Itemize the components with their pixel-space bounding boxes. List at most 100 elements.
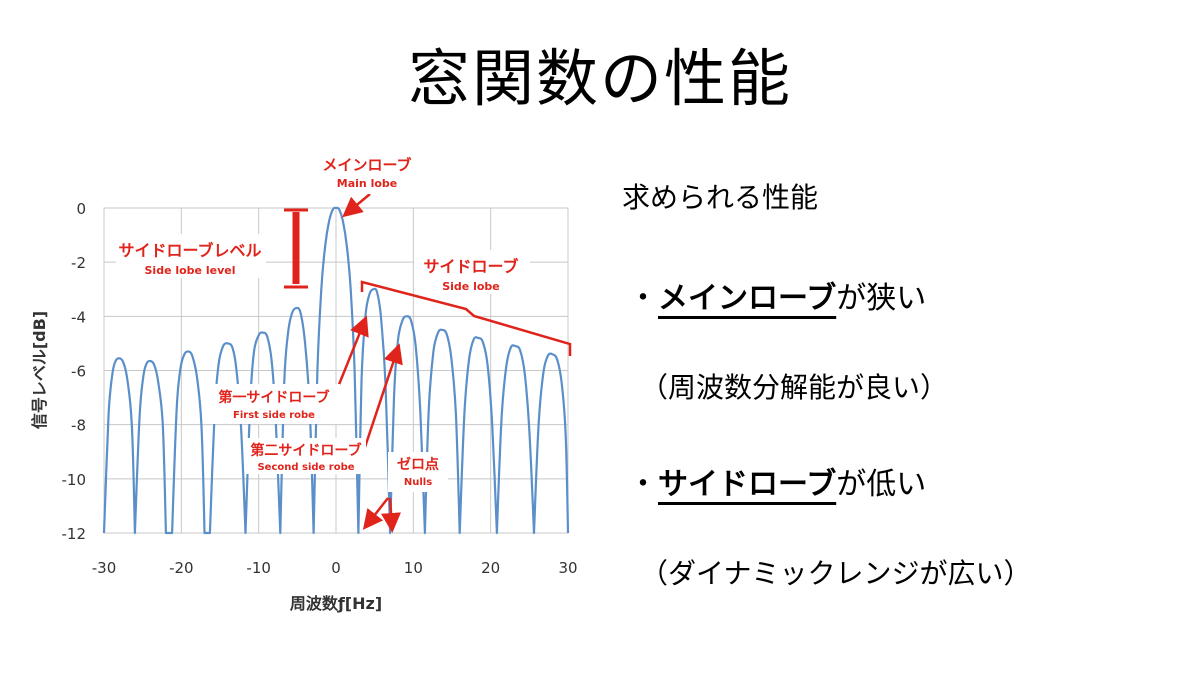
data-point [468, 359, 470, 361]
y-tick-label: -10 [62, 471, 87, 489]
data-point [304, 342, 306, 344]
data-point [441, 329, 443, 331]
data-point [335, 207, 337, 209]
data-point [122, 361, 124, 363]
data-point [415, 345, 417, 347]
first-side-lobe-label-en: First side robe [233, 410, 315, 421]
data-point [227, 342, 229, 344]
data-point [556, 359, 558, 361]
data-point [482, 341, 484, 343]
y-tick-label: -6 [71, 363, 86, 381]
y-tick-label: -4 [71, 308, 86, 326]
data-point [218, 364, 220, 366]
data-point [342, 221, 344, 223]
data-point [126, 378, 128, 380]
data-point [183, 353, 185, 355]
side-lobe-note: （ダイナミックレンジが広い） [640, 557, 1032, 590]
data-point [533, 532, 535, 534]
data-point [115, 360, 117, 362]
y-tick-label: -2 [71, 254, 86, 272]
data-point [463, 413, 465, 415]
first-side-lobe-arrow [334, 315, 369, 393]
second-side-lobe-label: 第二サイドローブ [250, 442, 361, 459]
data-point [459, 532, 461, 534]
data-point [368, 294, 370, 296]
data-point [473, 338, 475, 340]
bullet-main-lobe: ・メインローブが狭い [628, 273, 926, 317]
data-point [567, 532, 569, 534]
data-point [393, 397, 395, 399]
data-point [405, 315, 407, 317]
side-lobe-term: サイドローブ [658, 467, 837, 502]
main-lobe-arrow [342, 193, 371, 218]
data-point [258, 334, 260, 336]
data-point [139, 416, 141, 418]
bullet-marker: ・ [628, 281, 658, 316]
side-lobe-requirement: が低い [836, 467, 927, 502]
null-arrow-2 [381, 497, 401, 533]
data-point [547, 355, 549, 357]
data-point [103, 532, 105, 534]
data-point [410, 319, 412, 321]
data-point [316, 370, 318, 372]
side-lobe-level-marker [284, 208, 308, 289]
requirements-heading: 求められる性能 [622, 181, 819, 214]
side-lobe-level-label-en: Side lobe level [145, 264, 236, 277]
x-tick-label: -30 [92, 559, 117, 577]
data-point [235, 367, 237, 369]
data-point [332, 208, 334, 210]
x-tick-labels: -30 -20 -10 0 10 20 30 [92, 559, 578, 577]
data-point [245, 532, 247, 534]
data-point [157, 380, 159, 382]
data-point [538, 424, 540, 426]
data-point [338, 208, 340, 210]
data-point [287, 332, 289, 334]
data-point [350, 288, 352, 290]
data-point [266, 336, 268, 338]
data-point [191, 355, 193, 357]
data-point [253, 351, 255, 353]
main-lobe-note: （周波数分解能が良い） [640, 371, 949, 404]
data-point [187, 351, 189, 353]
data-point [477, 337, 479, 339]
nulls-label-en: Nulls [404, 477, 432, 488]
data-point [487, 364, 489, 366]
data-point [162, 424, 164, 426]
bullet-marker: ・ [628, 467, 658, 502]
data-point [565, 435, 567, 437]
data-point [149, 360, 151, 362]
data-point [119, 357, 121, 359]
data-point [552, 353, 554, 355]
data-point [108, 413, 110, 415]
data-point [142, 375, 144, 377]
main-lobe-label-en: Main lobe [337, 177, 397, 190]
data-point [204, 532, 206, 534]
data-point [231, 347, 233, 349]
second-side-lobe-arrow [362, 343, 403, 451]
x-tick-label: 30 [558, 559, 577, 577]
data-point [397, 340, 399, 342]
data-point [437, 332, 439, 334]
data-point [455, 413, 457, 415]
data-point [419, 410, 421, 412]
data-point [291, 313, 293, 315]
data-point [402, 319, 404, 321]
x-tick-label: 20 [481, 559, 500, 577]
data-point [491, 424, 493, 426]
slide-title: 窓関数の性能 [407, 42, 792, 115]
data-point [446, 333, 448, 335]
data-point [501, 418, 503, 420]
data-point [450, 356, 452, 358]
bullet-side-lobe: ・サイドローブが低い [628, 459, 926, 503]
data-point [389, 532, 391, 534]
data-point [376, 291, 378, 293]
data-point [354, 370, 356, 372]
data-point [131, 424, 133, 426]
x-tick-label: -20 [169, 559, 194, 577]
y-tick-label: 0 [76, 200, 86, 218]
null-arrow-1 [362, 497, 389, 530]
data-point [514, 345, 516, 347]
second-side-lobe-label-en: Second side robe [257, 462, 354, 473]
y-tick-label: -12 [62, 525, 87, 543]
data-point [364, 315, 366, 317]
